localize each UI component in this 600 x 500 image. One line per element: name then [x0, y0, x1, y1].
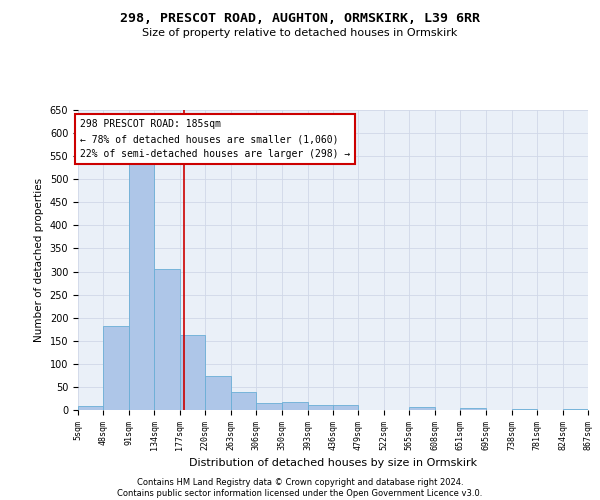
Bar — [308, 405, 333, 410]
Bar — [180, 335, 205, 410]
Text: Size of property relative to detached houses in Ormskirk: Size of property relative to detached ho… — [142, 28, 458, 38]
Text: 298, PRESCOT ROAD, AUGHTON, ORMSKIRK, L39 6RR: 298, PRESCOT ROAD, AUGHTON, ORMSKIRK, L3… — [120, 12, 480, 26]
Y-axis label: Number of detached properties: Number of detached properties — [34, 178, 44, 342]
Bar — [205, 376, 230, 410]
Text: 298 PRESCOT ROAD: 185sqm
← 78% of detached houses are smaller (1,060)
22% of sem: 298 PRESCOT ROAD: 185sqm ← 78% of detach… — [80, 119, 350, 159]
X-axis label: Distribution of detached houses by size in Ormskirk: Distribution of detached houses by size … — [189, 458, 477, 468]
Bar — [282, 402, 308, 410]
Bar — [256, 402, 282, 410]
Bar — [409, 407, 435, 410]
Bar — [103, 326, 129, 410]
Text: Contains HM Land Registry data © Crown copyright and database right 2024.
Contai: Contains HM Land Registry data © Crown c… — [118, 478, 482, 498]
Bar — [512, 408, 537, 410]
Bar — [460, 408, 486, 410]
Bar — [563, 409, 588, 410]
Bar — [333, 406, 358, 410]
Bar — [154, 269, 180, 410]
Bar — [129, 164, 154, 410]
Bar — [230, 392, 256, 410]
Bar — [78, 406, 103, 410]
